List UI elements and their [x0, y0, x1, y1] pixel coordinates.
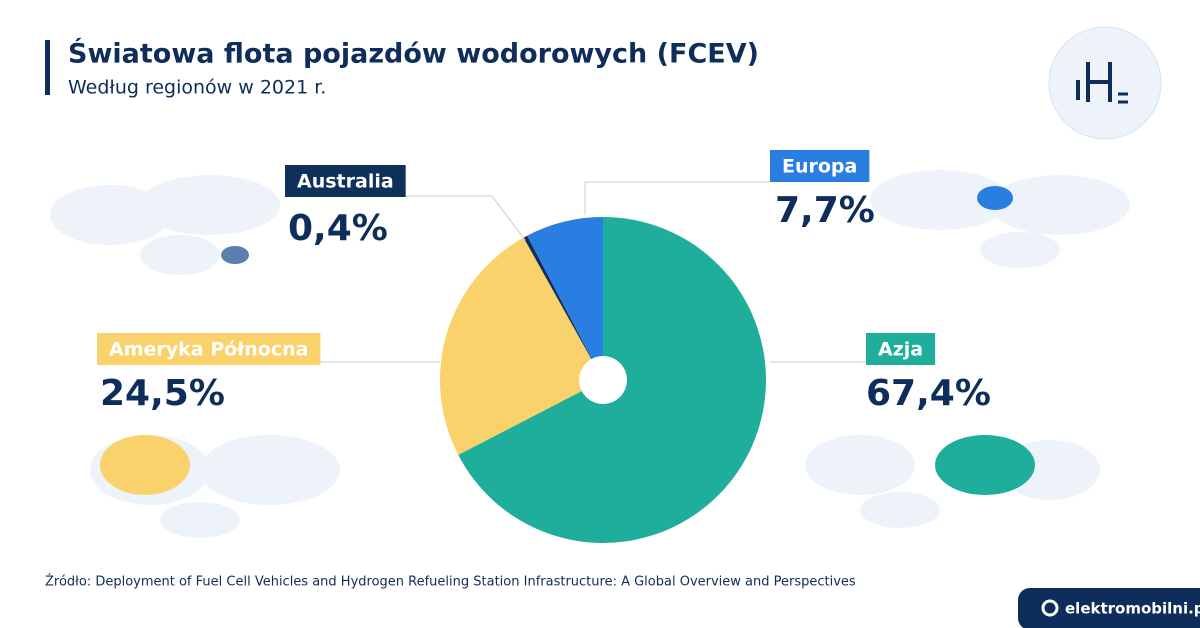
pie-slice [523, 235, 603, 380]
category-label: Europa [782, 156, 857, 178]
category-label: Australia [297, 171, 394, 193]
map-decoration [50, 170, 1130, 538]
label-box [770, 150, 870, 182]
leader-line [584, 181, 770, 215]
brand-name: elektromobilni.pl [1065, 600, 1200, 618]
title-bar [45, 40, 50, 95]
label-box [866, 333, 936, 365]
category-label: Azja [878, 339, 923, 361]
value-label: 0,4% [288, 208, 388, 249]
value-label: 24,5% [100, 373, 225, 414]
pie-slice [440, 237, 603, 455]
chart-subtitle: Według regionów w 2021 r. [68, 77, 326, 99]
value-label: 67,4% [866, 373, 991, 414]
label-box [97, 333, 321, 365]
brand-icon [1041, 599, 1059, 617]
chart-title: Światowa flota pojazdów wodorowych (FCEV… [68, 38, 759, 70]
pie-slice [527, 217, 603, 380]
value-label: 7,7% [775, 190, 875, 231]
label-box [285, 165, 406, 197]
brand-badge [1018, 588, 1200, 628]
pie-hole [579, 356, 627, 404]
logo [1048, 26, 1162, 140]
leader-line [400, 195, 526, 241]
source-note: Źródło: Deployment of Fuel Cell Vehicles… [45, 574, 856, 590]
category-label: Ameryka Północna [109, 339, 308, 361]
